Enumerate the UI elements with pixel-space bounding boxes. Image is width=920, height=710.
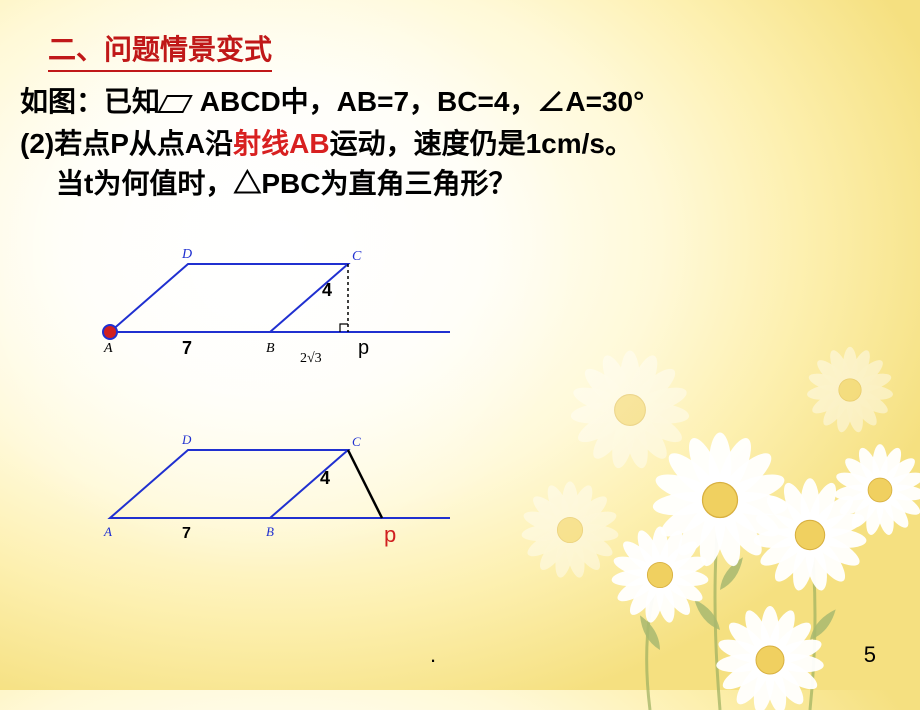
figure-2: A B C D p 7 4 [90,398,470,568]
highlight-ray-ab: 射线AB [233,128,329,159]
text: 如图：已知 [20,86,160,117]
problem-line-3: 当t为何值时，△PBC为直角三角形？ [56,162,516,202]
label-C: C [352,249,362,264]
text: (2)若点P从点A沿 [20,128,233,159]
problem-line-1: 如图：已知 ABCD中，AB=7，BC=4，∠A=30° [20,80,644,120]
length-AB: 7 [182,338,192,358]
figure-1: A B C D p 7 4 2√3 [90,212,470,382]
label-D: D [181,432,192,447]
label-C: C [352,434,361,449]
label-B: B [266,341,275,356]
label-P: p [358,337,369,359]
parallelogram-glyph [157,95,193,113]
flower-decoration [510,330,920,710]
label-P: p [384,522,396,547]
length-AB: 7 [182,525,191,542]
length-BC: 4 [322,280,332,300]
text: ABCD中，AB=7，BC=4，∠A=30° [192,86,644,117]
label-A: A [103,524,112,539]
footer-dot: . [430,642,436,668]
length-BC: 4 [320,468,330,488]
page-number: 5 [864,642,876,668]
label-D: D [181,247,192,262]
label-B: B [266,524,274,539]
length-BP: 2√3 [300,351,322,366]
label-A: A [103,341,113,356]
section-title: 二、问题情景变式 [48,28,272,72]
problem-line-2: (2)若点P从点A沿射线AB运动，速度仍是1cm/s。 [20,122,633,162]
text: 运动，速度仍是1cm/s。 [330,128,633,159]
